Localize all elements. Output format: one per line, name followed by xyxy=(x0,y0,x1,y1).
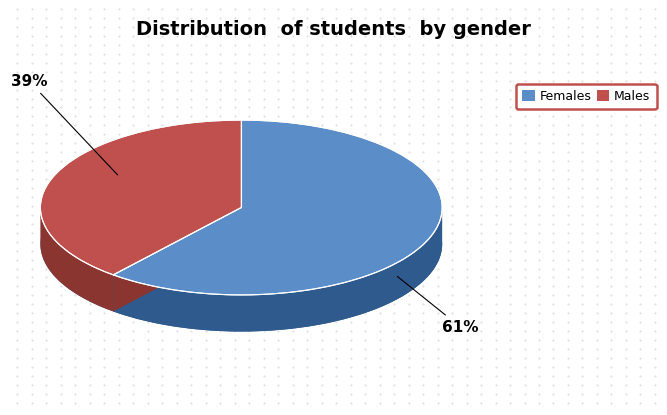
Ellipse shape xyxy=(41,157,442,332)
Polygon shape xyxy=(113,120,442,295)
Polygon shape xyxy=(113,208,442,332)
Polygon shape xyxy=(113,208,241,312)
Polygon shape xyxy=(113,208,241,312)
Text: Distribution  of students  by gender: Distribution of students by gender xyxy=(136,20,531,39)
Polygon shape xyxy=(41,120,241,275)
Text: 39%: 39% xyxy=(11,73,117,175)
Text: 61%: 61% xyxy=(398,276,479,334)
Polygon shape xyxy=(41,208,113,312)
Legend: Females, Males: Females, Males xyxy=(516,83,656,109)
